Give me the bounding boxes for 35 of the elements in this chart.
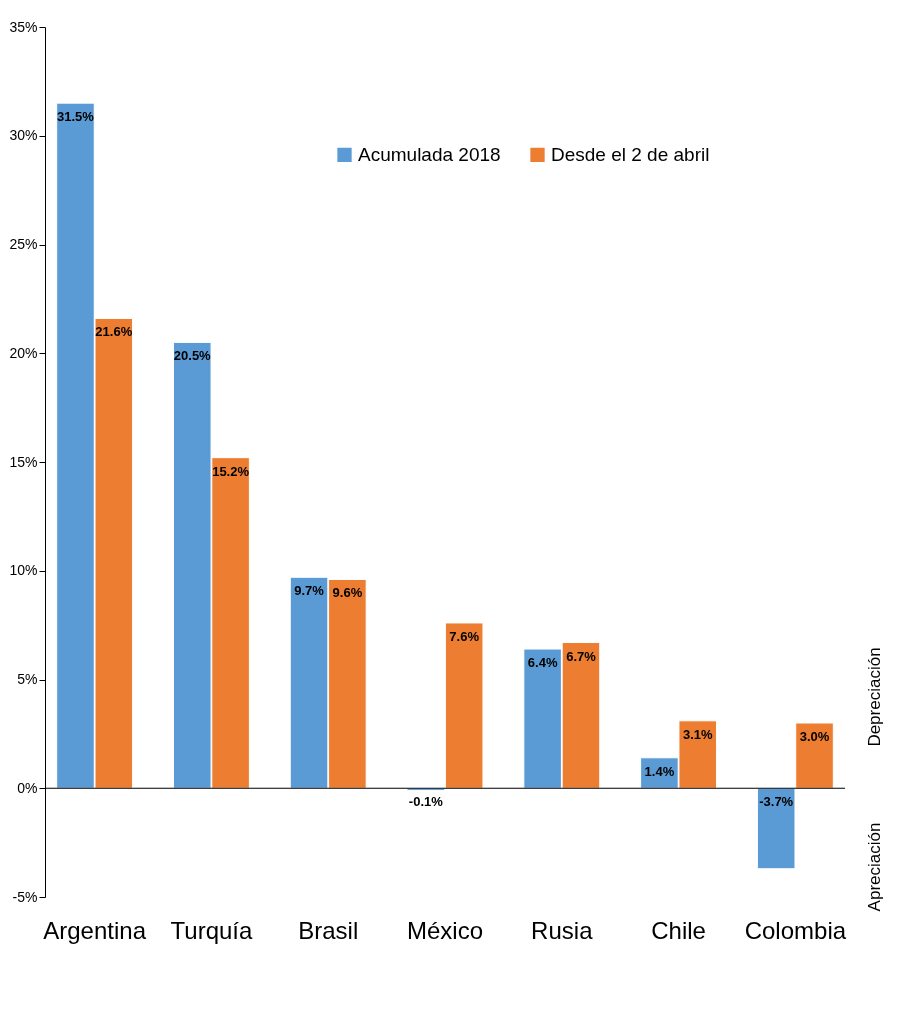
legend-label: Desde el 2 de abril (551, 143, 710, 165)
x-tick-label: Turquía (170, 916, 253, 944)
data-label: 3.0% (799, 729, 830, 744)
text: Apreciación (865, 822, 884, 912)
data-label: -3.7% (759, 794, 794, 810)
y-tick-label: 0% (17, 779, 38, 796)
y-tick-label: 30% (9, 127, 38, 144)
data-label: 7.6% (449, 628, 480, 644)
y-tick-label: 10% (9, 562, 38, 579)
legend-label: Acumulada 2018 (358, 143, 501, 165)
x-tick-label: Colombia (744, 916, 847, 944)
y-tick-label: 5% (17, 671, 38, 687)
x-tick-label: Rusia (531, 916, 594, 944)
text: Depreciación (865, 647, 884, 747)
x-tick-label: Argentina (43, 916, 147, 944)
y-tick-label: 20% (9, 344, 38, 361)
data-label: 1.4% (644, 763, 675, 779)
data-label: 9.7% (294, 583, 325, 599)
data-label: 31.5% (57, 109, 95, 125)
y-tick-label: 15% (9, 453, 38, 470)
bar (444, 622, 484, 789)
data-label: 3.1% (682, 726, 713, 742)
data-label: 6.4% (527, 655, 558, 671)
data-label: 20.5% (173, 348, 212, 364)
y-tick-label: 25% (9, 236, 38, 252)
y-tick-label: -5% (12, 888, 38, 905)
data-label: 15.2% (212, 463, 250, 479)
data-label: 6.7% (566, 648, 597, 664)
data-label: -0.1% (408, 794, 444, 810)
x-tick-label: México (406, 916, 484, 944)
x-tick-label: Brasil (298, 916, 359, 944)
x-tick-label: Chile (651, 916, 706, 944)
data-label: 21.6% (95, 324, 133, 340)
data-label: 9.6% (332, 585, 363, 601)
y-tick-label: 35% (9, 18, 38, 35)
